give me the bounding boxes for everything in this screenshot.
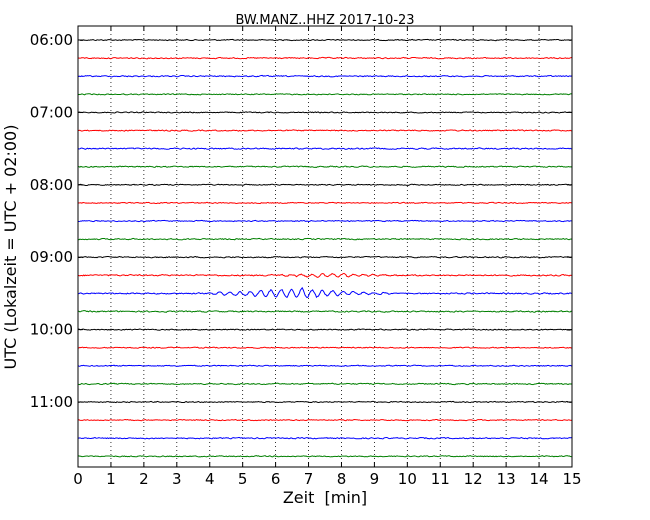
seismic-trace xyxy=(77,237,573,241)
grid-lines xyxy=(110,26,540,467)
x-tick-label: 9 xyxy=(370,470,380,488)
seismic-trace xyxy=(77,56,573,60)
seismic-trace xyxy=(77,111,572,114)
x-tick-label: 7 xyxy=(304,470,314,488)
x-tick-label: 11 xyxy=(431,470,450,488)
x-tick-label: 13 xyxy=(497,470,516,488)
y-tick-label: 07:00 xyxy=(30,103,73,121)
y-tick-label: 06:00 xyxy=(30,31,73,49)
seismic-trace xyxy=(77,165,573,168)
trace-group xyxy=(77,38,573,458)
seismic-trace xyxy=(77,272,573,278)
y-tick-label: 08:00 xyxy=(30,176,73,194)
seismic-trace xyxy=(77,400,573,404)
x-tick-label: 14 xyxy=(530,470,549,488)
seismic-trace xyxy=(77,183,573,186)
seismic-trace xyxy=(77,255,573,259)
x-tick-label: 10 xyxy=(398,470,417,488)
seismic-trace xyxy=(77,147,573,150)
seismic-trace xyxy=(77,346,573,349)
seismic-trace xyxy=(77,219,572,223)
x-tick-label: 15 xyxy=(562,470,581,488)
seismic-trace xyxy=(77,74,573,78)
x-tick-label: 6 xyxy=(271,470,281,488)
seismic-trace xyxy=(77,93,573,96)
chart-title: BW.MANZ..HHZ 2017-10-23 xyxy=(235,13,414,28)
y-axis-label: UTC (Lokalzeit = UTC + 02:00) xyxy=(1,125,20,370)
y-tick-label: 11:00 xyxy=(30,393,73,411)
y-axis: 06:00 07:00 08:00 09:00 10:00 11:00 xyxy=(30,31,572,411)
x-tick-label: 2 xyxy=(139,470,149,488)
x-tick-label: 8 xyxy=(337,470,347,488)
seismic-trace xyxy=(77,455,573,458)
seismic-trace xyxy=(77,382,573,386)
seismic-trace xyxy=(77,38,573,42)
x-tick-label: 0 xyxy=(73,470,83,488)
x-tick-label: 3 xyxy=(172,470,182,488)
seismic-trace xyxy=(77,201,573,204)
x-axis-label: Zeit [min] xyxy=(283,488,367,507)
seismic-trace xyxy=(77,436,573,440)
x-tick-label: 4 xyxy=(205,470,215,488)
plot-frame xyxy=(77,25,573,468)
y-tick-label: 10:00 xyxy=(30,321,73,339)
x-axis: 0 1 2 3 4 5 6 7 8 9 10 11 12 13 14 15 xyxy=(73,26,582,488)
seismic-trace xyxy=(77,418,573,422)
seismic-trace xyxy=(77,364,573,367)
seismic-trace xyxy=(77,310,573,313)
seismic-trace xyxy=(77,286,573,299)
x-tick-label: 12 xyxy=(464,470,483,488)
seismic-trace xyxy=(77,129,573,132)
y-tick-label: 09:00 xyxy=(30,248,73,266)
x-tick-label: 1 xyxy=(106,470,116,488)
x-tick-label: 5 xyxy=(238,470,248,488)
seismic-trace xyxy=(77,328,573,331)
